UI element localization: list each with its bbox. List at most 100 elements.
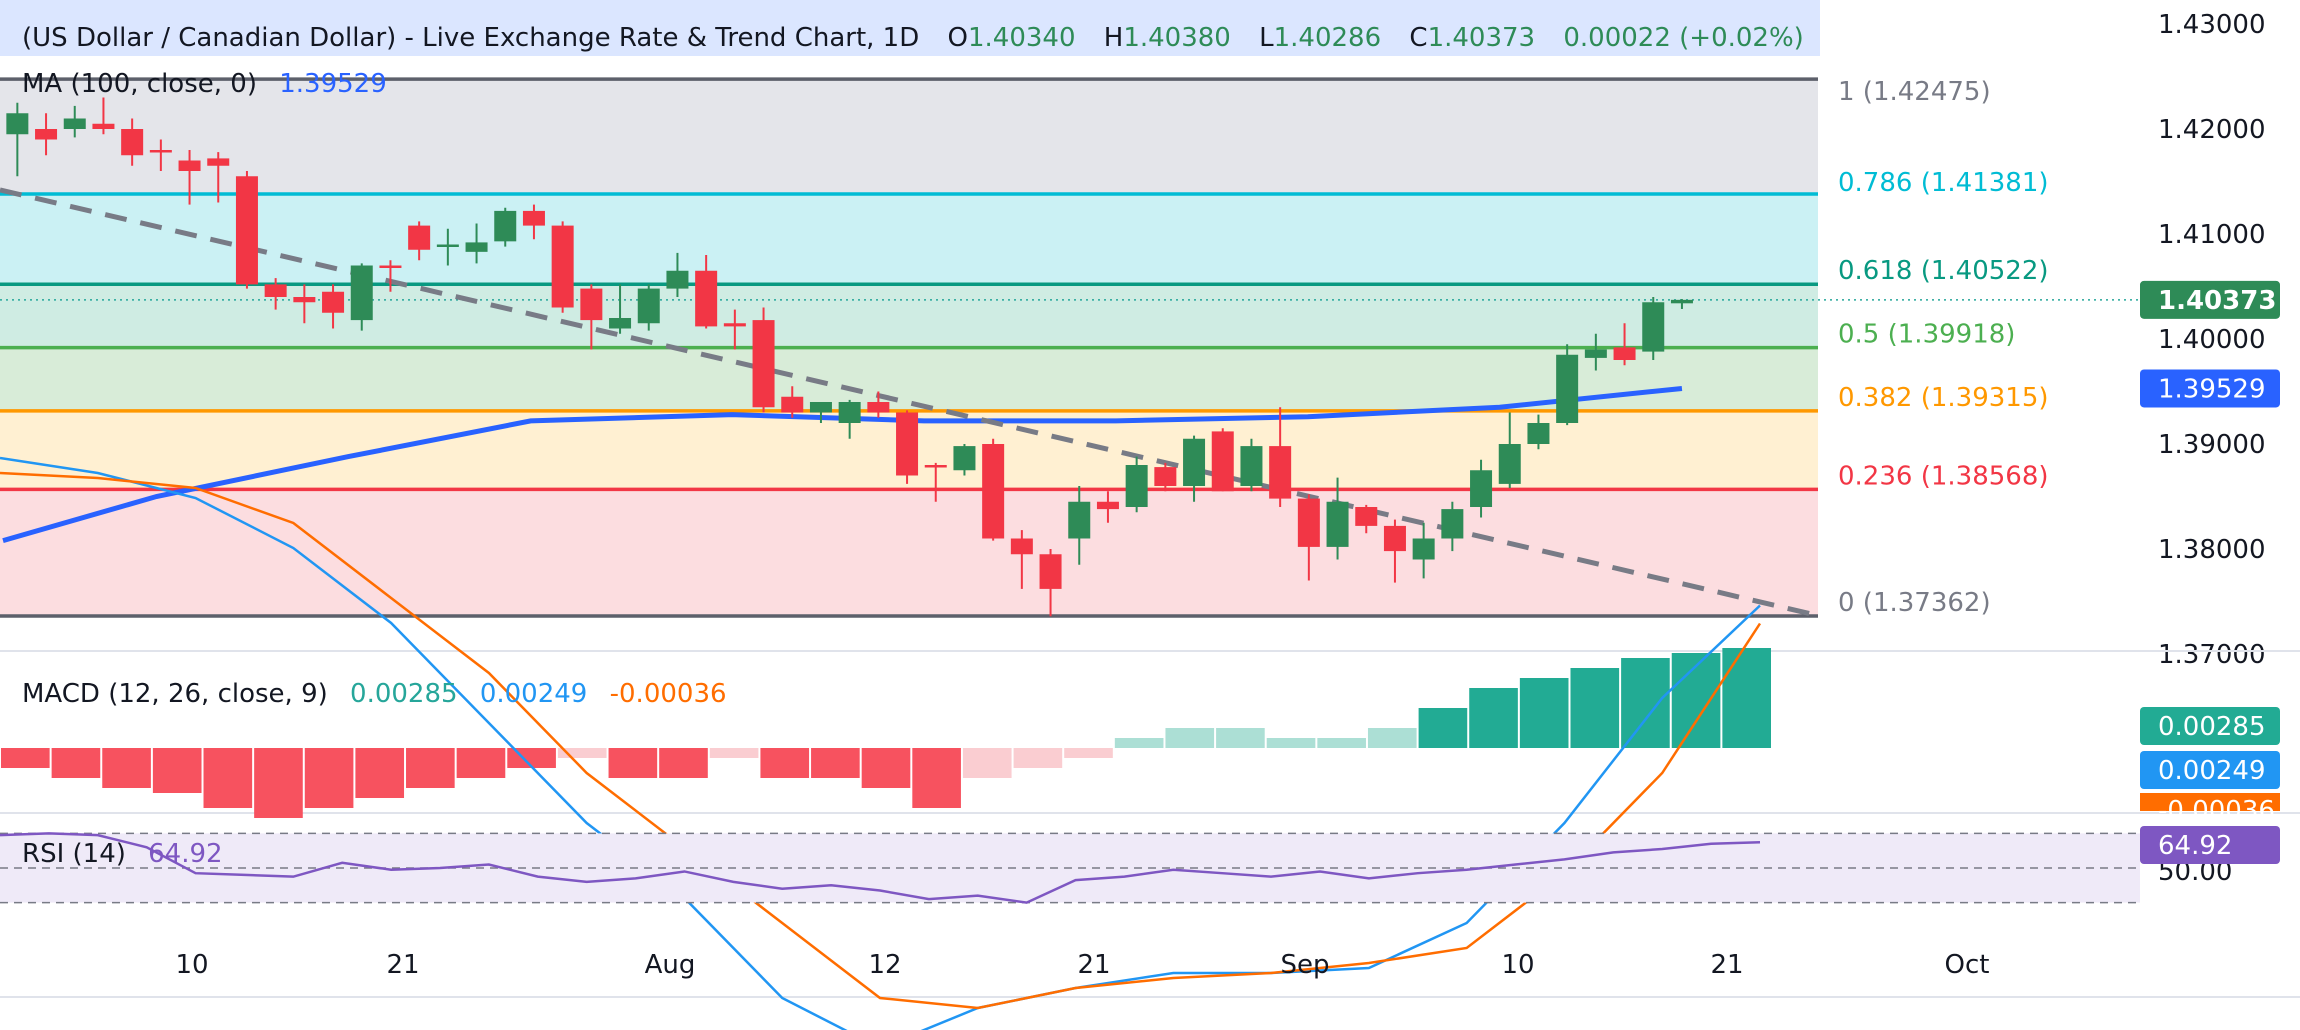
macd-histogram-bar — [912, 748, 961, 808]
candle-down — [293, 297, 316, 303]
macd-histogram-bar — [152, 748, 202, 793]
time-tick-label: Oct — [1945, 950, 1990, 980]
candle-down — [1269, 446, 1292, 499]
price-tick-label: 1.41000 — [2158, 220, 2266, 250]
ma-badge-text: 1.39529 — [2158, 374, 2266, 404]
time-tick-label: 21 — [1077, 950, 1110, 980]
signal-line — [0, 471, 1762, 1010]
macd-pane: 0.00285 0.00249 -0.00036 — [0, 456, 2280, 1030]
candle-down — [322, 291, 345, 313]
candle-up — [465, 242, 488, 252]
candle-up — [6, 113, 29, 135]
macd-legend-signal: 0.00249 — [480, 679, 588, 709]
candle-up — [1527, 423, 1550, 444]
macd-histogram-bar — [1722, 648, 1771, 748]
macd-legend: MACD (12, 26, close, 9) 0.00285 0.00249 … — [22, 679, 727, 709]
macd-legend-label: MACD (12, 26, close, 9) — [22, 679, 328, 709]
header-close-value: 1.40373 — [1428, 23, 1536, 53]
candle-up — [1642, 302, 1665, 352]
candle-down — [1211, 431, 1234, 492]
fib-zone-2 — [0, 284, 1818, 348]
macd-histogram-bar — [1519, 678, 1569, 748]
macd-histogram-bar — [1216, 728, 1265, 748]
macd-histogram-bar — [1621, 658, 1670, 748]
time-tick-label: Aug — [645, 950, 696, 980]
candle-down — [982, 444, 1005, 539]
candle-up — [1240, 446, 1263, 486]
macd-histogram-bar — [355, 748, 405, 798]
fib-zone-5 — [0, 489, 1818, 616]
ma-legend-label: MA (100, close, 0) — [22, 69, 257, 99]
rsi-legend-label: RSI (14) — [22, 839, 126, 869]
fib-label-0.382: 0.382 (1.39315) — [1838, 383, 2049, 413]
time-tick-label: 21 — [386, 950, 419, 980]
macd-histogram-bar — [304, 748, 354, 808]
candle-up — [1584, 349, 1607, 358]
candle-up — [1441, 509, 1464, 539]
hist-badge — [2140, 793, 2280, 811]
candle-down — [522, 210, 545, 226]
candle-down — [896, 412, 919, 476]
fibonacci-zones — [0, 77, 1818, 618]
macd-histogram-bar — [406, 748, 455, 788]
trendline — [0, 187, 1813, 617]
time-tick-label: 21 — [1710, 950, 1743, 980]
fib-label-0.786: 0.786 (1.41381) — [1838, 168, 2049, 198]
macd-histogram-bar — [1114, 738, 1164, 748]
fib-zone-1 — [0, 193, 1818, 285]
macd-histogram-bar — [557, 748, 607, 758]
price-axis: 1.43000 1.42000 1.41000 1.40000 1.39000 1.380… — [0, 10, 2266, 670]
fib-label-1: 1 (1.42475) — [1838, 77, 1991, 107]
header-low-value: 1.40286 — [1274, 23, 1382, 53]
macd-histogram-bar — [709, 748, 759, 758]
candle-up — [1183, 438, 1206, 486]
candle-down — [1010, 538, 1033, 555]
candle-down — [1613, 347, 1636, 360]
macd-histogram-bar — [1, 748, 50, 768]
candle-down — [178, 160, 201, 171]
macd-histogram-bar — [51, 748, 101, 778]
macd-histogram-bar — [1266, 738, 1316, 748]
candle-down — [379, 265, 402, 268]
signal-badge-text: 0.00249 — [2158, 756, 2266, 786]
macd-badge — [2140, 707, 2280, 745]
candle-up — [1326, 501, 1349, 547]
price-tick-label: 1.39000 — [2158, 430, 2266, 460]
macd-histogram-bar — [760, 748, 810, 778]
header-change-value: 0.00022 (+0.02%) — [1563, 23, 1803, 53]
macd-legend-hist: -0.00036 — [610, 679, 727, 709]
candle-up — [63, 118, 86, 129]
ma-legend: MA (100, close, 0) 1.39529 — [22, 69, 387, 99]
price-tick-label: 1.43000 — [2158, 10, 2266, 40]
candle-down — [35, 129, 58, 140]
macd-histogram-bar — [203, 748, 253, 808]
ma-badge — [2140, 369, 2280, 408]
macd-histogram-bar — [1570, 668, 1620, 748]
candle-down — [1383, 525, 1406, 552]
candle-up — [1556, 354, 1579, 423]
macd-histogram-bar — [254, 748, 303, 818]
candle-down — [264, 284, 287, 297]
fib-label-0.5: 0.5 (1.39918) — [1838, 320, 2015, 350]
candle-down — [121, 129, 144, 156]
candle-down — [551, 225, 574, 308]
fibonacci-labels: 1 (1.42475) 0.786 (1.41381) 0.618 (1.40522… — [1838, 77, 2049, 618]
time-axis: 10 21 Aug 12 21 Sep 10 21 Oct — [175, 950, 1989, 980]
candle-up — [1068, 501, 1091, 539]
header-band — [0, 0, 1820, 56]
candle-up — [637, 288, 660, 324]
candle-up — [838, 402, 861, 423]
candle-up — [1470, 470, 1493, 507]
macd-histogram-bar — [1469, 688, 1518, 748]
macd-histogram-bar — [1671, 653, 1721, 748]
candle-up — [953, 446, 976, 471]
ma-100-path — [2, 385, 1683, 544]
chart-header: (US Dollar / Canadian Dollar) - Live Exc… — [22, 23, 1804, 53]
macd-line — [0, 456, 1761, 1030]
candle-down — [1096, 501, 1119, 510]
candle-up — [1498, 444, 1521, 484]
candle-up — [1125, 465, 1148, 507]
